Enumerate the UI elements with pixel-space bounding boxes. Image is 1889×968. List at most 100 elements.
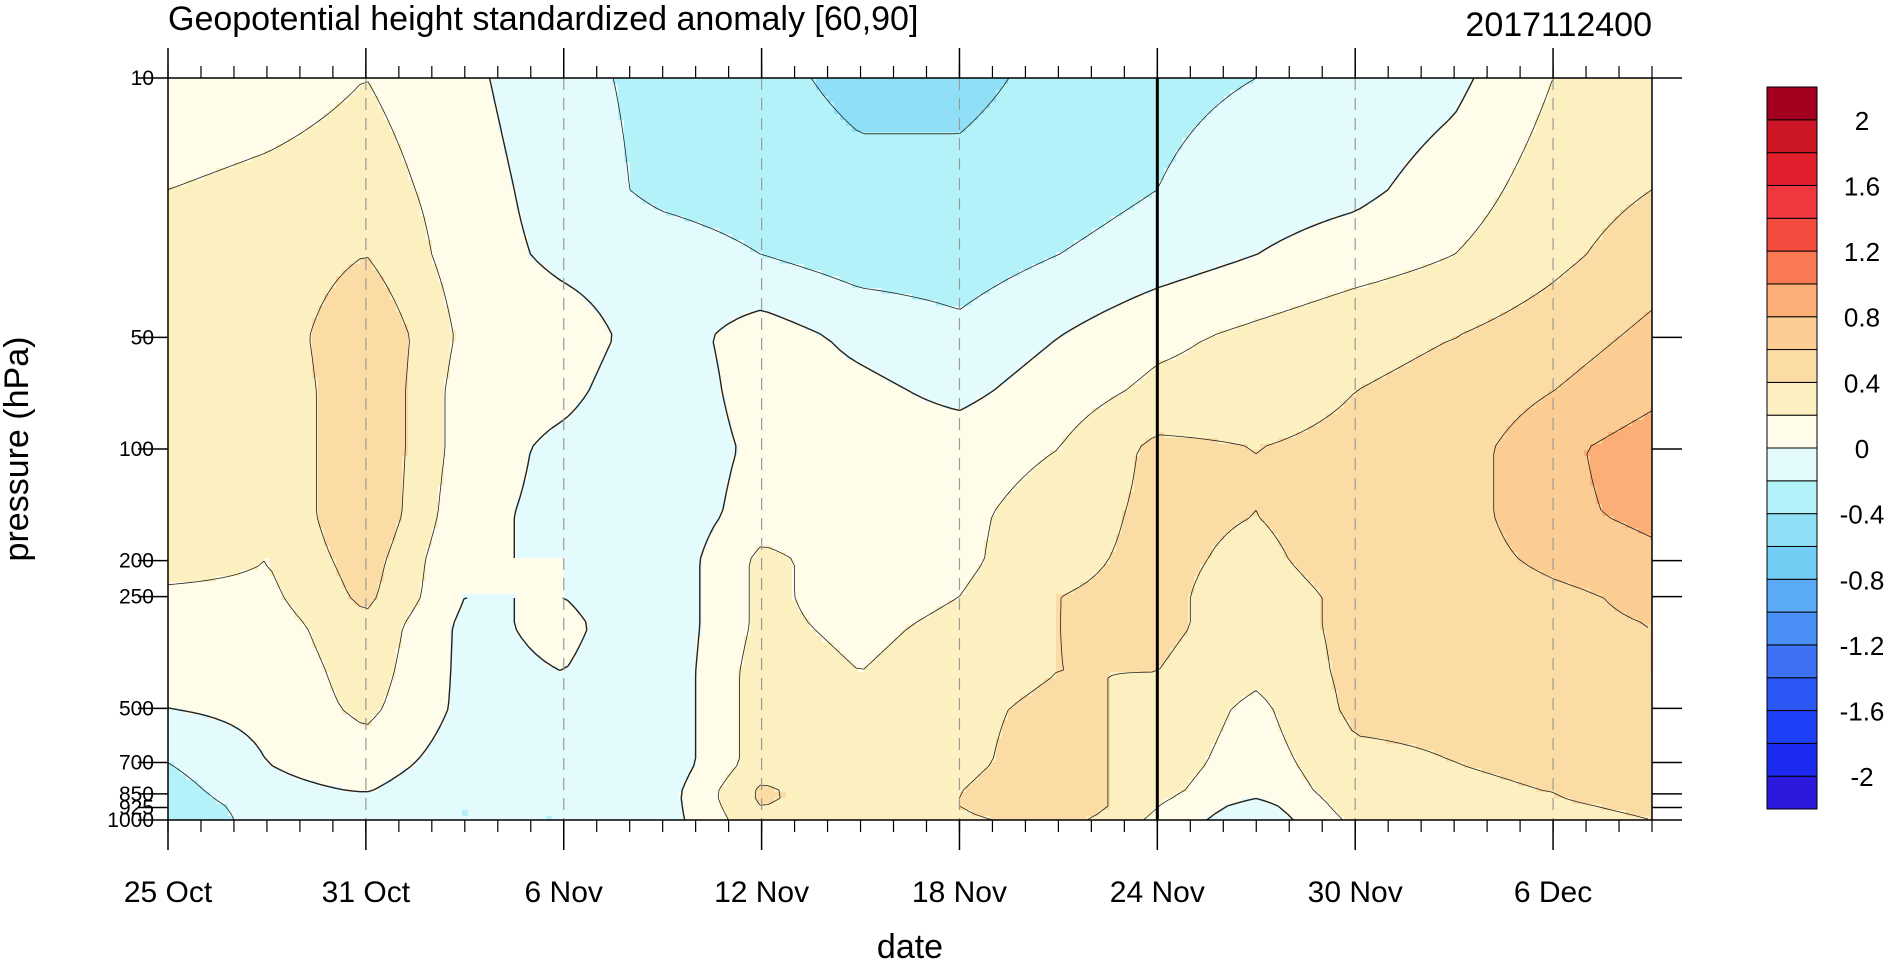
field-cell: [570, 108, 577, 115]
field-cell: [1470, 144, 1477, 151]
field-cell: [588, 102, 595, 109]
field-cell: [852, 150, 859, 157]
field-cell: [1644, 144, 1651, 151]
field-cell: [1578, 126, 1585, 133]
field-cell: [894, 180, 901, 187]
field-cell: [1236, 126, 1243, 133]
field-cell: [1554, 174, 1561, 181]
field-cell: [876, 150, 883, 157]
field-cell: [984, 114, 991, 121]
field-cell: [306, 78, 313, 85]
field-cell: [1512, 114, 1519, 121]
field-cell: [1020, 120, 1027, 127]
field-cell: [702, 120, 709, 127]
field-cell: [1614, 144, 1621, 151]
field-cell: [1236, 156, 1243, 163]
field-cell: [936, 120, 943, 127]
field-cell: [684, 132, 691, 139]
field-cell: [684, 126, 691, 133]
field-cell: [1218, 84, 1225, 91]
field-cell: [1140, 126, 1147, 133]
field-cell: [276, 150, 283, 157]
field-cell: [882, 156, 889, 163]
field-cell: [816, 126, 823, 133]
field-cell: [1044, 96, 1051, 103]
field-cell: [306, 90, 313, 97]
field-cell: [1398, 132, 1405, 139]
field-cell: [1650, 78, 1657, 85]
field-cell: [1536, 120, 1543, 127]
field-cell: [396, 108, 403, 115]
field-cell: [1254, 102, 1261, 109]
field-cell: [1632, 192, 1639, 199]
field-cell: [498, 180, 505, 187]
field-cell: [642, 180, 649, 187]
field-cell: [336, 108, 343, 115]
field-cell: [1524, 78, 1531, 85]
field-cell: [858, 192, 865, 199]
field-cell: [822, 180, 829, 187]
field-cell: [846, 102, 853, 109]
field-cell: [726, 114, 733, 121]
field-cell: [510, 84, 517, 91]
field-cell: [1026, 174, 1033, 181]
field-cell: [408, 90, 415, 97]
field-cell: [618, 162, 625, 169]
field-cell: [1392, 168, 1399, 175]
field-cell: [444, 114, 451, 121]
field-cell: [252, 180, 259, 187]
field-cell: [960, 144, 967, 151]
field-cell: [420, 186, 427, 193]
field-cell: [810, 168, 817, 175]
field-cell: [960, 168, 967, 175]
field-cell: [366, 180, 373, 187]
field-cell: [936, 90, 943, 97]
field-cell: [558, 192, 565, 199]
field-cell: [1098, 90, 1105, 97]
field-cell: [258, 108, 265, 115]
field-cell: [804, 192, 811, 199]
field-cell: [1092, 150, 1099, 157]
field-cell: [1464, 174, 1471, 181]
field-cell: [1404, 96, 1411, 103]
field-cell: [1110, 174, 1117, 181]
field-cell: [1512, 156, 1519, 163]
field-cell: [1560, 156, 1567, 163]
field-cell: [468, 168, 475, 175]
field-cell: [648, 96, 655, 103]
field-cell: [942, 126, 949, 133]
field-cell: [954, 90, 961, 97]
field-cell: [1224, 108, 1231, 115]
field-cell: [636, 174, 643, 181]
field-cell: [1632, 114, 1639, 121]
field-cell: [1392, 96, 1399, 103]
field-cell: [1188, 114, 1195, 121]
field-cell: [522, 150, 529, 157]
field-cell: [822, 132, 829, 139]
field-cell: [1026, 156, 1033, 163]
field-cell: [342, 150, 349, 157]
field-cell: [1224, 132, 1231, 139]
field-cell: [366, 156, 373, 163]
field-cell: [1572, 156, 1579, 163]
field-cell: [576, 144, 583, 151]
field-cell: [1092, 120, 1099, 127]
field-cell: [1380, 138, 1387, 145]
field-cell: [780, 78, 787, 85]
field-cell: [1482, 108, 1489, 115]
field-cell: [1362, 180, 1369, 187]
field-cell: [420, 162, 427, 169]
field-cell: [1614, 180, 1621, 187]
field-cell: [1428, 192, 1435, 199]
field-cell: [1572, 180, 1579, 187]
field-cell: [216, 186, 223, 193]
field-cell: [660, 168, 667, 175]
field-cell: [1512, 120, 1519, 127]
field-cell: [1614, 168, 1621, 175]
field-cell: [744, 186, 751, 193]
field-cell: [948, 132, 955, 139]
field-cell: [594, 186, 601, 193]
field-cell: [1272, 108, 1279, 115]
field-cell: [1620, 132, 1627, 139]
field-cell: [1518, 132, 1525, 139]
